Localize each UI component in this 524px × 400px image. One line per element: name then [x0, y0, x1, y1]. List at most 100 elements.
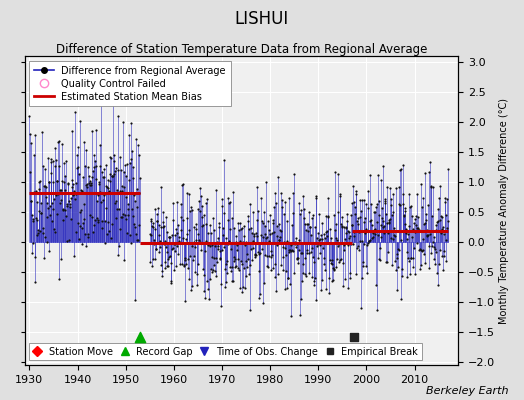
Point: [374, 232, 383, 238]
Point: [86, 182, 95, 188]
Point: [128, 213, 137, 220]
Point: [266, 231, 274, 238]
Point: [422, 233, 431, 240]
Point: [148, 262, 156, 269]
Point: [164, 262, 172, 269]
Point: [335, 192, 344, 199]
Point: [161, 214, 170, 220]
Point: [276, 262, 285, 268]
Point: [431, 261, 439, 268]
Text: Berkeley Earth: Berkeley Earth: [426, 386, 508, 396]
Point: [396, 167, 404, 174]
Point: [118, 182, 126, 189]
Point: [412, 213, 420, 220]
Point: [88, 174, 96, 180]
Point: [307, 248, 315, 255]
Point: [198, 203, 206, 210]
Point: [345, 234, 353, 241]
Point: [231, 256, 239, 262]
Point: [299, 193, 308, 199]
Point: [424, 168, 433, 175]
Point: [311, 193, 320, 199]
Point: [227, 268, 235, 274]
Point: [64, 190, 73, 196]
Point: [32, 188, 40, 194]
Point: [417, 262, 425, 268]
Point: [30, 254, 39, 260]
Point: [224, 216, 232, 223]
Point: [163, 256, 172, 262]
Point: [119, 119, 127, 125]
Point: [178, 261, 187, 267]
Point: [241, 285, 249, 292]
Point: [439, 266, 447, 273]
Point: [331, 227, 340, 233]
Point: [347, 212, 355, 218]
Point: [287, 248, 295, 254]
Point: [326, 226, 334, 232]
Point: [427, 183, 435, 189]
Point: [355, 196, 364, 203]
Point: [304, 221, 312, 227]
Point: [434, 195, 443, 201]
Point: [40, 234, 49, 240]
Point: [116, 188, 124, 194]
Point: [70, 188, 79, 194]
Point: [90, 222, 98, 228]
Point: [107, 155, 115, 161]
Point: [302, 273, 311, 280]
Point: [326, 240, 334, 246]
Point: [400, 212, 408, 218]
Point: [234, 220, 243, 226]
Point: [208, 254, 216, 260]
Point: [311, 275, 319, 281]
Point: [227, 245, 235, 252]
Point: [163, 249, 171, 255]
Point: [89, 168, 97, 174]
Point: [340, 242, 348, 248]
Point: [385, 217, 394, 223]
Point: [101, 218, 109, 224]
Point: [276, 227, 284, 234]
Point: [247, 230, 256, 236]
Point: [206, 222, 214, 228]
Point: [30, 152, 38, 158]
Point: [395, 247, 403, 253]
Point: [180, 256, 189, 263]
Point: [146, 259, 155, 265]
Point: [291, 241, 300, 247]
Point: [150, 237, 158, 243]
Point: [364, 205, 373, 212]
Point: [69, 181, 77, 188]
Point: [303, 247, 311, 253]
Point: [62, 158, 70, 164]
Point: [86, 178, 94, 185]
Point: [329, 277, 337, 283]
Point: [28, 218, 37, 224]
Point: [125, 132, 133, 138]
Point: [165, 234, 173, 240]
Point: [190, 252, 198, 259]
Point: [148, 255, 157, 262]
Point: [73, 164, 82, 170]
Point: [112, 198, 121, 204]
Point: [39, 230, 48, 236]
Point: [189, 240, 198, 246]
Point: [110, 158, 118, 165]
Point: [165, 234, 173, 240]
Point: [182, 261, 190, 267]
Point: [201, 248, 210, 254]
Point: [103, 231, 111, 237]
Point: [127, 156, 135, 162]
Point: [178, 182, 186, 188]
Point: [176, 261, 184, 268]
Point: [115, 154, 124, 160]
Point: [441, 212, 450, 218]
Point: [411, 229, 420, 235]
Point: [118, 211, 127, 218]
Point: [359, 263, 367, 270]
Point: [108, 173, 117, 179]
Point: [328, 257, 336, 263]
Point: [385, 220, 393, 226]
Point: [246, 307, 254, 313]
